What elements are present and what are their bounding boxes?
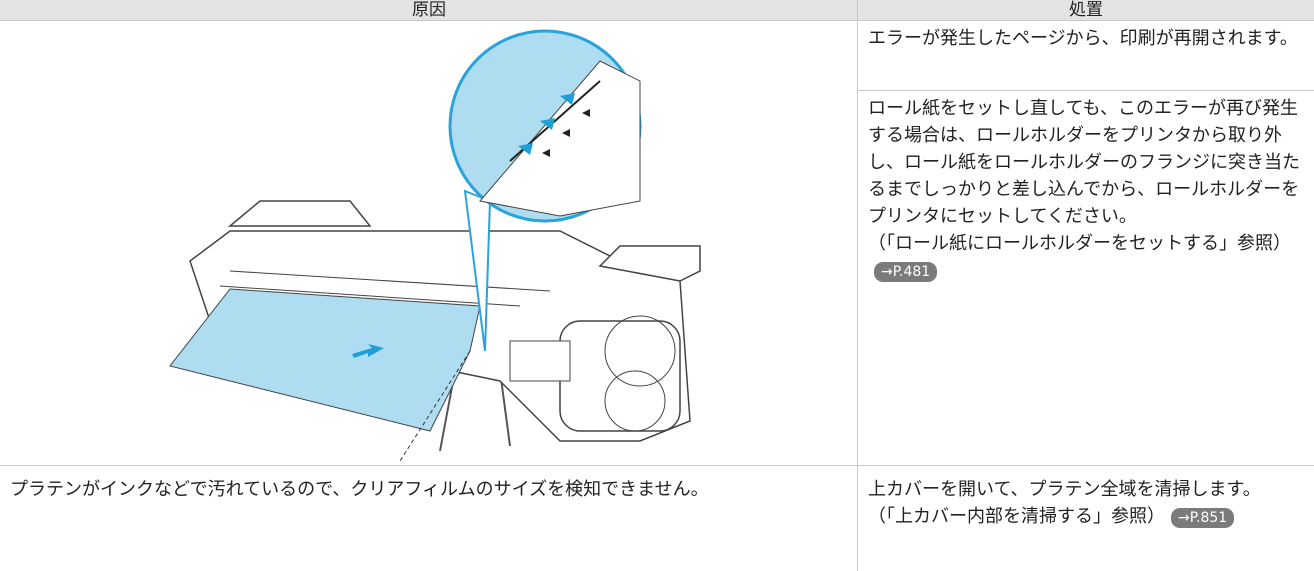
reference-text: （「ロール紙にロールホルダーをセットする」参照） bbox=[868, 233, 1291, 254]
remedy-text: ロール紙をセットし直しても、このエラーが再び発生する場合は、ロールホルダーをプリ… bbox=[868, 98, 1300, 227]
reference-text: （「上カバー内部を清掃する」参照） bbox=[868, 506, 1165, 527]
remedy-text: エラーが発生したページから、印刷が再開されます。 bbox=[858, 21, 1314, 91]
remedy-cell: 上カバーを開いて、プラテン全域を清掃します。 （「上カバー内部を清掃する」参照）… bbox=[858, 466, 1314, 571]
cause-text: プラテンがインクなどで汚れているので、クリアフィルムのサイズを検知できません。 bbox=[10, 479, 709, 500]
remedy-cell: ロール紙をセットし直しても、このエラーが再び発生する場合は、ロールホルダーをプリ… bbox=[858, 91, 1314, 466]
page-link[interactable]: →P.481 bbox=[874, 262, 938, 282]
illustration-cell bbox=[0, 21, 857, 466]
header-remedy: 処置 bbox=[858, 0, 1314, 21]
page-link[interactable]: →P.851 bbox=[1171, 508, 1235, 528]
printer-illustration bbox=[169, 29, 701, 462]
header-cause: 原因 bbox=[0, 0, 858, 21]
column-divider bbox=[857, 0, 858, 571]
remedy-text: 上カバーを開いて、プラテン全域を清掃します。 bbox=[868, 479, 1261, 500]
